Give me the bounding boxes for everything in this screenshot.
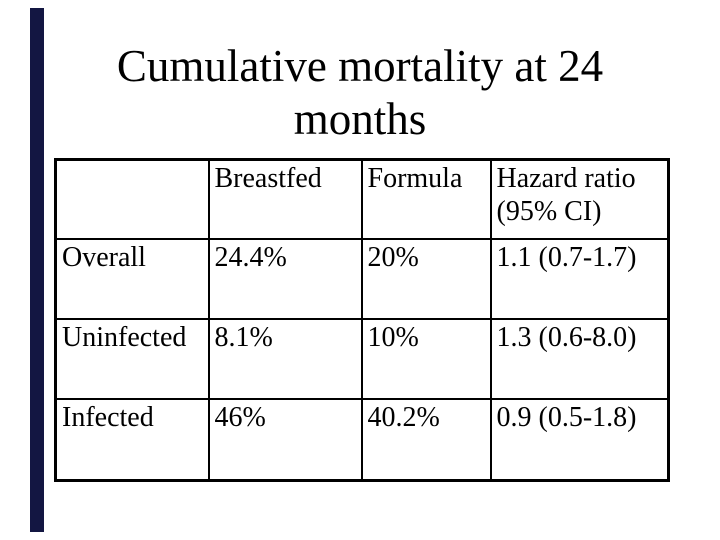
header-breastfed: Breastfed — [207, 158, 363, 240]
row-label-infected: Infected — [54, 397, 210, 482]
header-hazard-ratio: Hazard ratio (95% CI) — [489, 158, 670, 240]
cell-uninfected-hazard: 1.3 (0.6-8.0) — [489, 317, 670, 400]
cell-infected-hazard: 0.9 (0.5-1.8) — [489, 397, 670, 482]
cell-overall-breastfed: 24.4% — [207, 237, 363, 320]
header-empty-cell — [54, 158, 210, 240]
cell-infected-formula: 40.2% — [360, 397, 492, 482]
row-label-overall: Overall — [54, 237, 210, 320]
table-header-row: Breastfed Formula Hazard ratio (95% CI) — [54, 158, 670, 240]
cell-uninfected-formula: 10% — [360, 317, 492, 400]
cell-uninfected-breastfed: 8.1% — [207, 317, 363, 400]
mortality-table: Breastfed Formula Hazard ratio (95% CI) … — [54, 158, 670, 482]
row-label-uninfected: Uninfected — [54, 317, 210, 400]
table-row-overall: Overall 24.4% 20% 1.1 (0.7-1.7) — [54, 237, 670, 320]
cell-overall-hazard: 1.1 (0.7-1.7) — [489, 237, 670, 320]
cell-infected-breastfed: 46% — [207, 397, 363, 482]
left-accent-bar — [30, 8, 44, 532]
table-row-uninfected: Uninfected 8.1% 10% 1.3 (0.6-8.0) — [54, 317, 670, 400]
cell-overall-formula: 20% — [360, 237, 492, 320]
slide-title: Cumulative mortality at 24 months — [116, 41, 604, 144]
header-formula: Formula — [360, 158, 492, 240]
table-row-infected: Infected 46% 40.2% 0.9 (0.5-1.8) — [54, 397, 670, 482]
